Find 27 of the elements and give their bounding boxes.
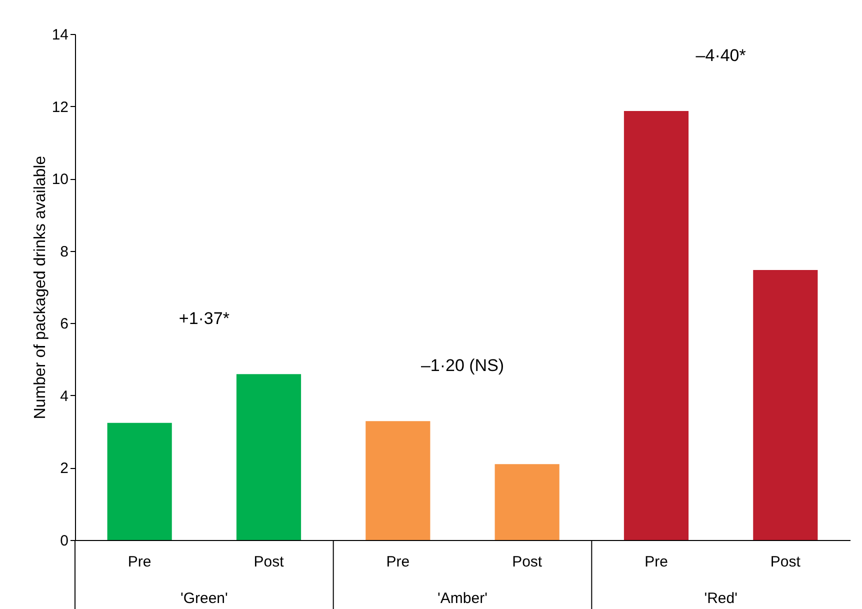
y-axis-title: Number of packaged drinks available <box>32 156 49 420</box>
y-tick-label: 2 <box>60 460 68 478</box>
text: 'Red' <box>704 590 738 607</box>
bar <box>494 464 560 540</box>
bar <box>236 374 302 540</box>
annotation: +1·37* <box>178 309 230 328</box>
bar <box>107 422 172 540</box>
x-tick-label: Pre <box>386 554 410 570</box>
x-tick-label: Post <box>254 554 285 570</box>
y-tick-label: 0 <box>60 532 68 550</box>
y-tick-label: 14 <box>52 26 68 44</box>
y-tick-label: 8 <box>60 243 68 260</box>
x-tick-label: Post <box>512 554 543 570</box>
x-tick-label: Pre <box>128 554 152 570</box>
y-tick-label: 6 <box>60 316 68 333</box>
bar <box>624 110 689 540</box>
y-tick-label: 4 <box>60 388 68 405</box>
bar <box>366 421 430 540</box>
annotation: –4·40* <box>696 46 746 65</box>
bar <box>753 270 818 540</box>
text: 'Amber' <box>438 590 488 607</box>
text: 'Green' <box>180 590 228 607</box>
y-tick-label: 10 <box>52 171 68 188</box>
annotation: –1·20 (NS) <box>420 356 504 376</box>
x-tick-label: Pre <box>644 554 668 570</box>
x-tick-label: Post <box>770 554 802 570</box>
y-tick-label: 12 <box>52 98 68 116</box>
